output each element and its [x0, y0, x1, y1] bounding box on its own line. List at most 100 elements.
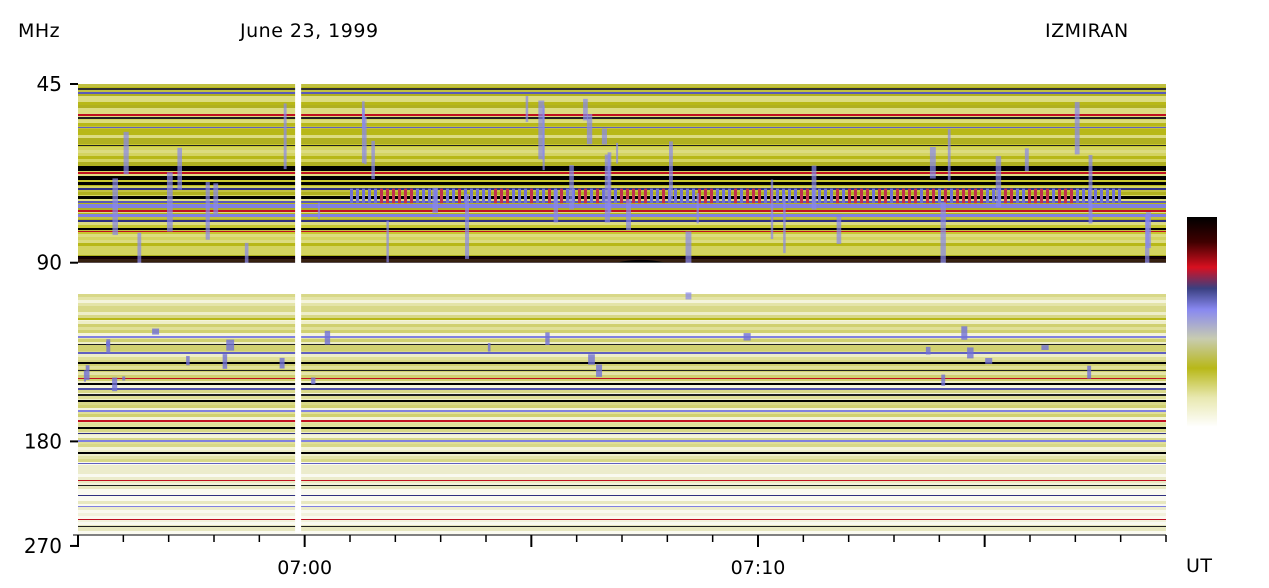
interference-line: [78, 452, 1166, 454]
band-gap: [78, 262, 1166, 293]
burst-streak: [1074, 102, 1080, 155]
burst-streak: [985, 357, 993, 364]
modulation-mark: [746, 188, 749, 204]
spectrum-row: [78, 357, 1166, 360]
burst-streak: [432, 187, 439, 214]
spectrum-row: [78, 216, 1166, 219]
burst-streak: [601, 128, 607, 145]
modulation-mark: [980, 188, 983, 204]
spectrum-row: [78, 501, 1166, 504]
modulation-mark: [776, 188, 779, 204]
spectrum-row: [78, 471, 1166, 474]
spectrum-row: [78, 240, 1166, 243]
modulation-mark: [1004, 188, 1007, 204]
spectrum-row: [78, 444, 1166, 447]
modulation-mark: [704, 188, 707, 204]
burst-streak: [112, 178, 118, 236]
spectrum-row: [78, 414, 1166, 417]
modulation-mark: [788, 188, 791, 204]
modulation-mark: [380, 188, 383, 204]
interference-line: [78, 88, 1166, 90]
spectrum-row: [78, 123, 1166, 126]
modulation-mark: [566, 188, 569, 204]
modulation-mark: [458, 188, 461, 204]
interference-line: [78, 463, 1166, 464]
burst-streak: [596, 364, 603, 377]
modulation-mark: [728, 188, 731, 204]
spectrum-row: [78, 306, 1166, 309]
spectrum-row: [78, 138, 1166, 141]
burst-streak: [465, 194, 470, 259]
spectrum-row: [78, 396, 1166, 399]
modulation-mark: [1046, 188, 1049, 204]
modulation-mark: [548, 188, 551, 204]
modulation-mark: [824, 188, 827, 204]
spectrum-row: [78, 366, 1166, 369]
spectrum-row: [78, 162, 1166, 165]
spectrum-row: [78, 339, 1166, 342]
modulation-mark: [758, 188, 761, 204]
burst-streak: [152, 328, 160, 335]
modulation-mark: [926, 188, 929, 204]
spectrum-row: [78, 417, 1166, 420]
modulation-mark: [650, 188, 653, 204]
spectrum-row: [78, 480, 1166, 483]
modulation-mark: [950, 188, 953, 204]
modulation-mark: [854, 188, 857, 204]
interference-line: [78, 394, 1166, 396]
burst-streak: [166, 172, 173, 232]
spectrum-row: [78, 225, 1166, 228]
modulation-mark: [908, 188, 911, 204]
modulation-mark: [860, 188, 863, 204]
spectrum-row: [78, 93, 1166, 96]
spectrum-row: [78, 84, 1166, 87]
interference-line: [78, 182, 1166, 185]
x-tick-label: 07:00: [277, 557, 332, 579]
spectrum-row: [78, 159, 1166, 162]
modulation-mark: [752, 188, 755, 204]
spectrum-row: [78, 129, 1166, 132]
spectrum-row: [78, 522, 1166, 525]
modulation-mark: [710, 188, 713, 204]
modulation-mark: [722, 188, 725, 204]
spectrum-row: [78, 531, 1166, 534]
modulation-mark: [878, 188, 881, 204]
spectrum-row: [78, 453, 1166, 456]
modulation-mark: [350, 188, 353, 204]
burst-streak: [85, 365, 90, 380]
modulation-mark: [620, 188, 623, 204]
modulation-mark: [818, 188, 821, 204]
modulation-mark: [500, 188, 503, 204]
modulation-mark: [614, 188, 617, 204]
burst-streak: [1088, 154, 1093, 224]
modulation-mark: [1064, 188, 1067, 204]
modulation-mark: [974, 188, 977, 204]
modulation-mark: [1034, 188, 1037, 204]
chart-axes: 45 90 180 270 07:00 07:10: [24, 72, 1167, 579]
interference-line: [78, 506, 1166, 507]
burst-streak: [929, 147, 936, 179]
spectrum-row: [78, 450, 1166, 453]
burst-streak: [487, 343, 491, 352]
spectrum-row: [78, 381, 1166, 384]
burst-streak: [177, 147, 182, 190]
burst-streak: [317, 202, 321, 220]
spectrum-row: [78, 312, 1166, 315]
spectrum-row: [78, 528, 1166, 531]
burst-streak: [222, 354, 228, 369]
spectrum-row: [78, 459, 1166, 462]
spectrum-row: [78, 342, 1166, 345]
burst-streak: [995, 156, 1002, 207]
interference-line: [78, 440, 1166, 442]
spectrum-row: [78, 345, 1166, 348]
modulation-mark: [1106, 188, 1109, 204]
modulation-mark: [590, 188, 593, 204]
interference-line: [78, 362, 1166, 364]
modulation-mark: [686, 188, 689, 204]
modulation-mark: [1082, 188, 1085, 204]
x-tick-label: 07:10: [731, 557, 786, 579]
modulation-mark: [866, 188, 869, 204]
interference-line: [78, 231, 1166, 232]
modulation-mark: [578, 188, 581, 204]
